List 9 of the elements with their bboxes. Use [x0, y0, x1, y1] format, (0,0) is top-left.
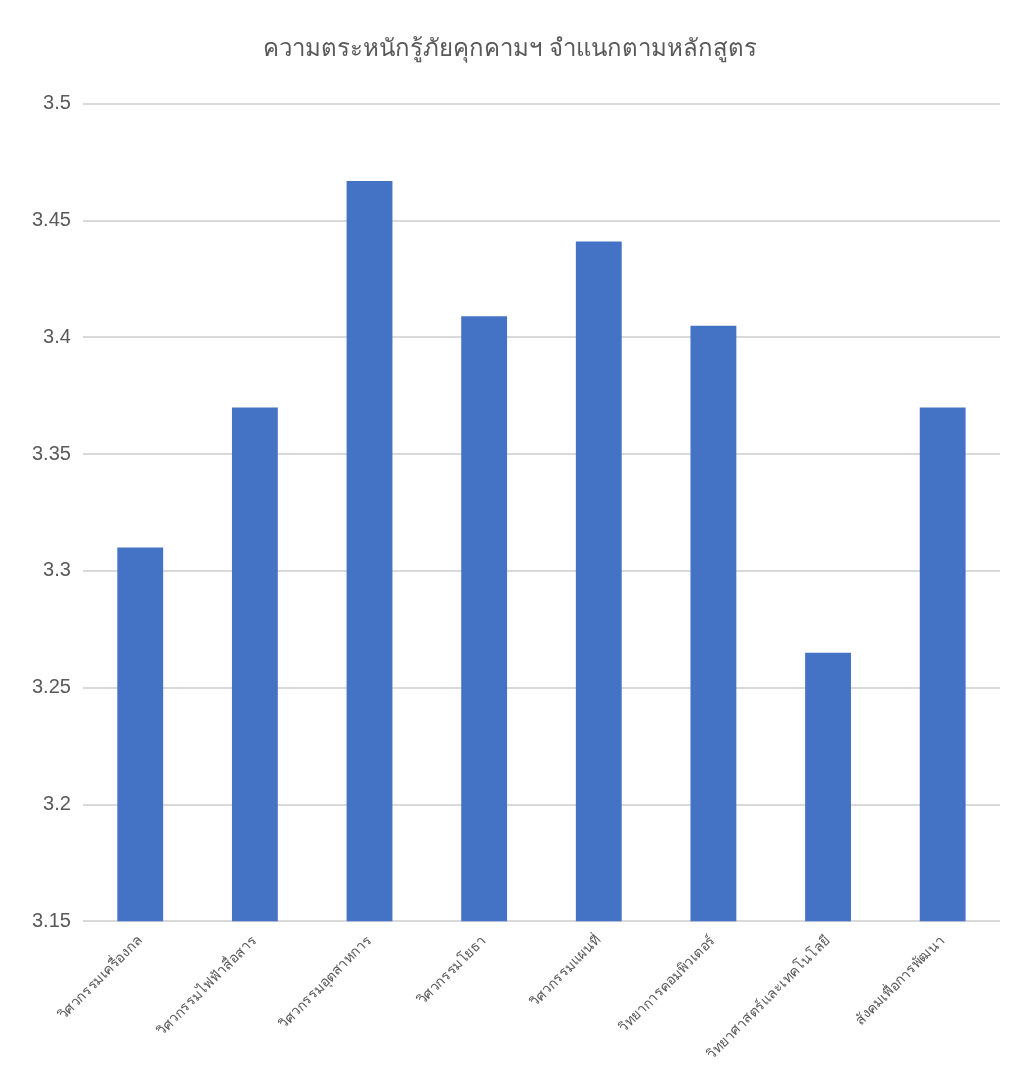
- y-tick-label: 3.4: [43, 324, 71, 347]
- y-tick-label: 3.15: [31, 908, 71, 931]
- y-tick-label: 3.5: [43, 91, 71, 114]
- y-tick-label: 3.25: [31, 675, 71, 698]
- y-tick-label: 3.35: [31, 441, 71, 464]
- y-tick-label: 3.2: [43, 792, 71, 815]
- y-tick-label: 3.45: [31, 208, 71, 231]
- chart-title: ความตระหนักรู้ภัยคุกคามฯ จำแนกตามหลักสูตร: [263, 34, 757, 64]
- y-tick-label: 3.3: [43, 558, 71, 581]
